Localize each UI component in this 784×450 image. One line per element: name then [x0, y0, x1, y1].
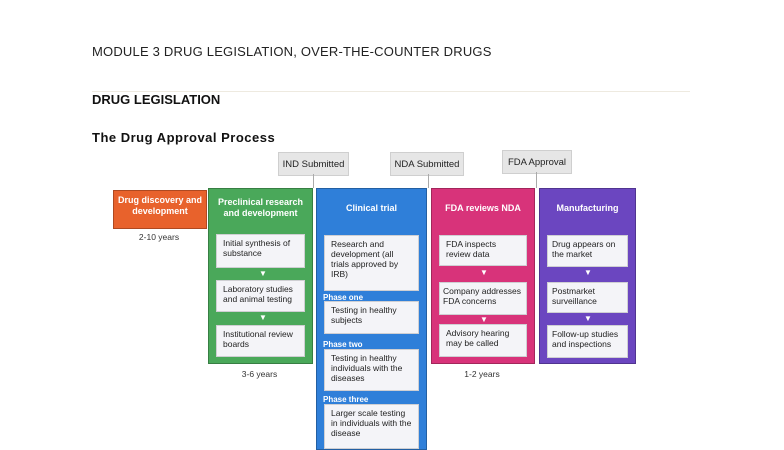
- step: Drug appears on the market: [547, 235, 628, 267]
- duration: 3-6 years: [241, 369, 278, 379]
- stage-clinical-trial: Clinical trial Research and development …: [316, 188, 427, 450]
- step: Follow-up studies and inspections: [547, 325, 628, 358]
- stage-discovery: Drug discovery and development: [113, 190, 207, 229]
- section-heading: DRUG LEGISLATION: [92, 92, 221, 107]
- stage-preclinical: Preclinical research and development Ini…: [208, 188, 313, 364]
- step: Research and development (all trials app…: [324, 235, 419, 291]
- arrow-down-icon: ▼: [259, 313, 267, 322]
- arrow-down-icon: ▼: [480, 315, 488, 324]
- step: Postmarket surveillance: [547, 282, 628, 313]
- milestone-nda: NDA Submitted: [390, 152, 464, 176]
- step: FDA inspects review data: [439, 235, 527, 266]
- arrow-down-icon: ▼: [480, 268, 488, 277]
- step: Initial synthesis of substance: [216, 234, 305, 268]
- step: Testing in healthy individuals with the …: [324, 349, 419, 391]
- module-header: MODULE 3 DRUG LEGISLATION, OVER-THE-COUN…: [92, 44, 492, 59]
- milestone-fda-approval: FDA Approval: [502, 150, 572, 174]
- connector: [428, 174, 429, 188]
- arrow-down-icon: ▼: [584, 268, 592, 277]
- phase-label: Phase three: [323, 395, 369, 404]
- divider: [92, 91, 690, 92]
- connector: [536, 172, 537, 188]
- duration: 1-2 years: [464, 369, 500, 379]
- step: Testing in healthy subjects: [324, 301, 419, 334]
- step: Larger scale testing in individuals with…: [324, 404, 419, 449]
- stage-fda-review: FDA reviews NDA FDA inspects review data…: [431, 188, 535, 364]
- milestone-ind: IND Submitted: [278, 152, 349, 176]
- step: Laboratory studies and animal testing: [216, 280, 305, 312]
- stage-manufacturing: Manufacturing Drug appears on the market…: [539, 188, 636, 364]
- step: Advisory hearing may be called: [439, 324, 527, 357]
- connector: [313, 174, 314, 188]
- arrow-down-icon: ▼: [259, 269, 267, 278]
- step: Company addresses FDA concerns: [439, 282, 527, 315]
- step: Institutional review boards: [216, 325, 305, 357]
- subheading: The Drug Approval Process: [92, 130, 276, 145]
- phase-label: Phase two: [323, 340, 363, 349]
- arrow-down-icon: ▼: [584, 314, 592, 323]
- duration: 2-10 years: [138, 232, 180, 242]
- phase-label: Phase one: [323, 293, 364, 302]
